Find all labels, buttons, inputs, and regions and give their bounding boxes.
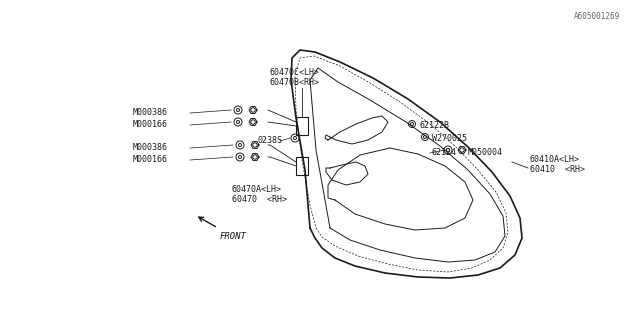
Text: M000386: M000386	[133, 108, 168, 117]
Bar	[296, 117, 308, 135]
Text: 60470C<LH>: 60470C<LH>	[270, 68, 320, 77]
Text: 62122B: 62122B	[420, 121, 450, 130]
Text: A605001269: A605001269	[573, 12, 620, 21]
Text: 62124: 62124	[432, 148, 457, 157]
Text: 60470B<RH>: 60470B<RH>	[270, 78, 320, 87]
Text: FRONT: FRONT	[220, 232, 247, 241]
Text: 0238S: 0238S	[258, 136, 283, 145]
Bar	[296, 157, 308, 175]
Text: M050004: M050004	[468, 148, 503, 157]
Text: 60470A<LH>: 60470A<LH>	[232, 185, 282, 194]
Text: 60470  <RH>: 60470 <RH>	[232, 195, 287, 204]
Text: 60410  <RH>: 60410 <RH>	[530, 165, 585, 174]
Text: 60410A<LH>: 60410A<LH>	[530, 155, 580, 164]
Text: W270025: W270025	[432, 134, 467, 143]
Text: M000166: M000166	[133, 120, 168, 129]
Text: M000386: M000386	[133, 143, 168, 152]
Text: M000166: M000166	[133, 155, 168, 164]
